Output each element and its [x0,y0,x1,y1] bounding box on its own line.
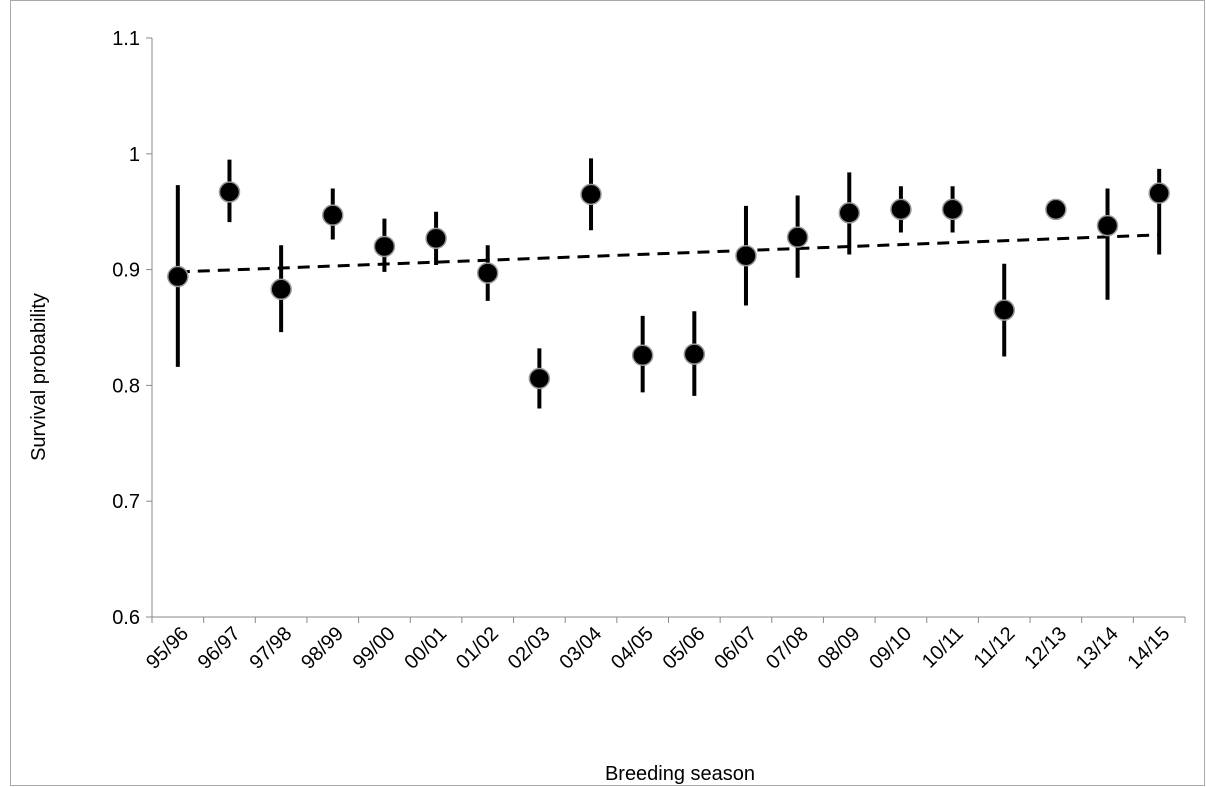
data-point [631,344,654,367]
y-tick-label: 1.1 [112,28,140,50]
x-axis-label: Breeding season [605,763,755,785]
data-point [838,202,861,224]
data-point [218,181,241,203]
data-point [1045,198,1067,221]
y-tick-label: 0.7 [112,491,140,513]
data-point [993,299,1015,321]
data-point [683,343,706,365]
y-axis-label: Survival probability [28,293,50,461]
data-point [425,227,447,250]
y-tick-label: 0.8 [112,375,140,397]
y-tick-label: 0.9 [112,260,140,282]
data-point [941,198,964,221]
data-point [476,262,499,284]
y-tick-label: 1 [129,144,140,166]
chart-frame [10,0,1205,786]
trendline [177,233,1160,274]
data-point [786,226,809,248]
data-point [1148,182,1170,204]
y-tick-label: 0.6 [112,607,140,629]
data-point [322,204,344,226]
data-point [580,183,602,206]
data-point [373,235,396,258]
data-point [167,265,189,288]
data-point [890,198,912,221]
data-point [528,367,551,390]
data-point [1096,214,1119,237]
data-point [270,278,292,301]
data-point [735,244,757,267]
